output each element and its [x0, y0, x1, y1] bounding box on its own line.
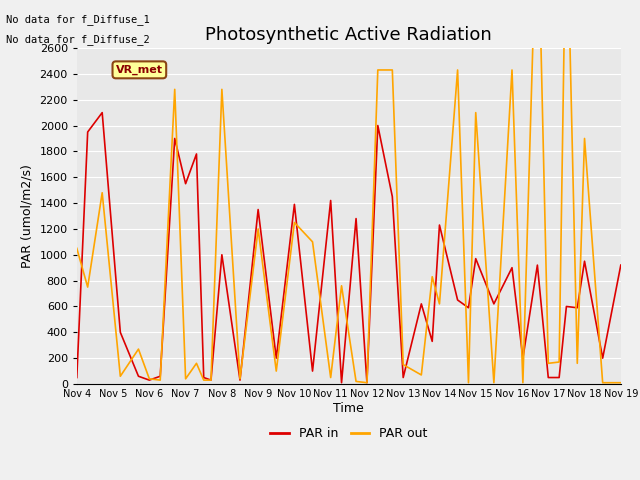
X-axis label: Time: Time	[333, 402, 364, 415]
Y-axis label: PAR (umol/m2/s): PAR (umol/m2/s)	[21, 164, 34, 268]
Legend: PAR in, PAR out: PAR in, PAR out	[265, 422, 433, 445]
Title: Photosynthetic Active Radiation: Photosynthetic Active Radiation	[205, 25, 492, 44]
Text: No data for f_Diffuse_2: No data for f_Diffuse_2	[6, 34, 150, 45]
Text: No data for f_Diffuse_1: No data for f_Diffuse_1	[6, 14, 150, 25]
Text: VR_met: VR_met	[116, 65, 163, 75]
